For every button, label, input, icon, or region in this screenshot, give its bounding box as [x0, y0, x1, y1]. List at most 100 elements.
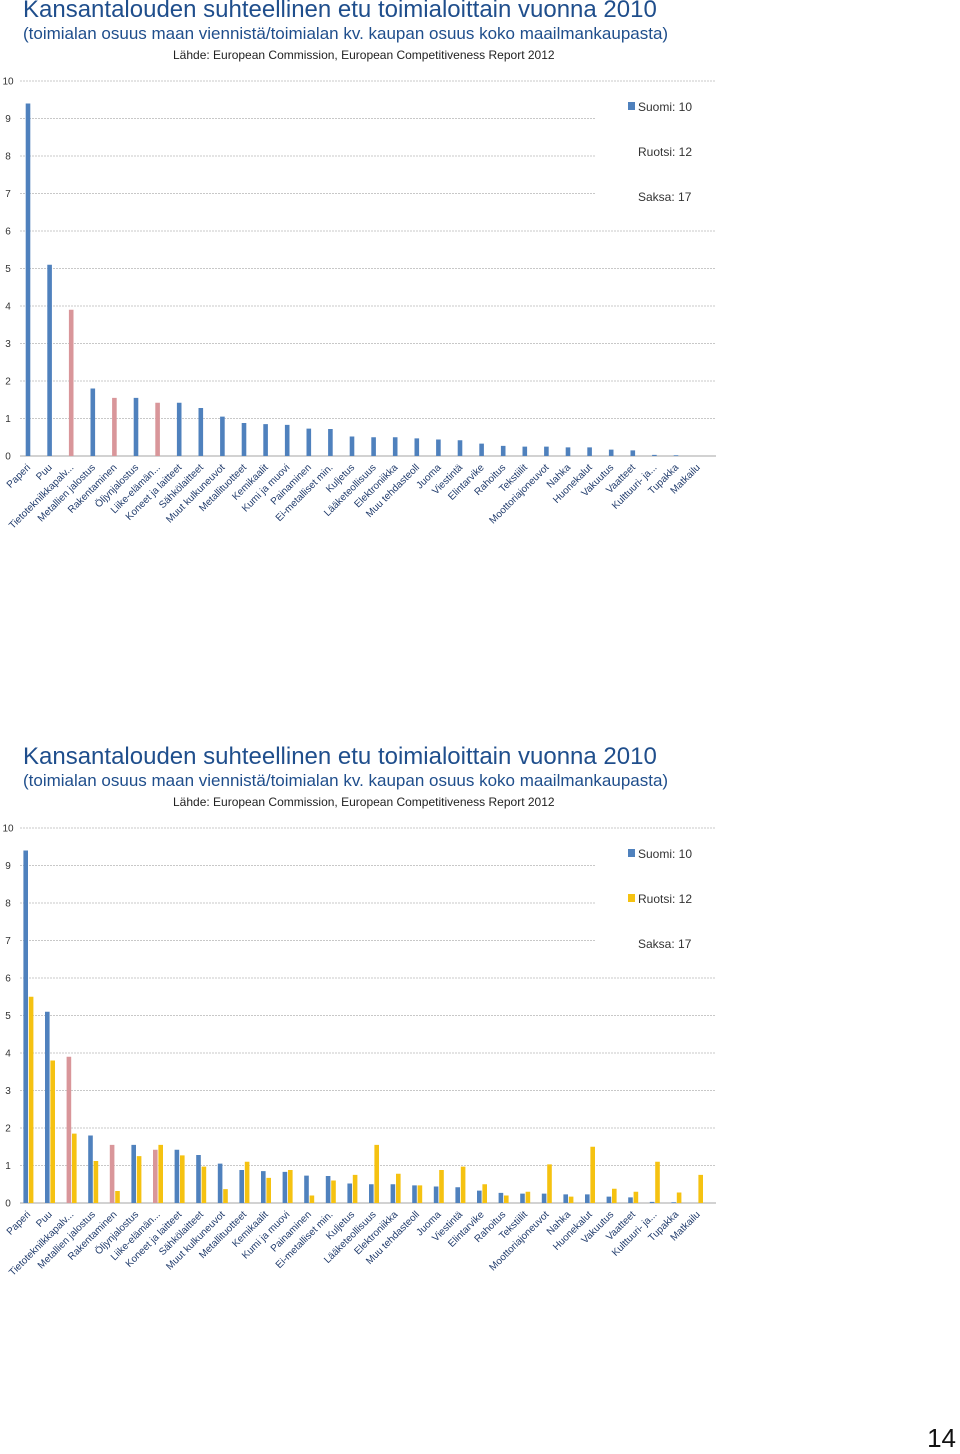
bar-ruotsi	[201, 1166, 207, 1203]
bar-suomi	[133, 397, 139, 456]
bar-suomi	[500, 445, 506, 456]
bar-ruotsi	[180, 1155, 185, 1203]
bar-suomi	[628, 1197, 633, 1203]
bar-suomi	[369, 1184, 374, 1203]
bar-ruotsi	[568, 1196, 574, 1203]
y-tick-label: 6	[5, 974, 11, 985]
legend-label: Saksa: 17	[638, 190, 692, 204]
bar-suomi	[412, 1185, 417, 1203]
bar-suomi	[282, 1171, 288, 1203]
bar-suomi	[585, 1194, 590, 1203]
bar-ruotsi	[223, 1189, 228, 1203]
bar-suomi	[90, 388, 96, 456]
legend-box	[596, 836, 716, 971]
bar-suomi	[261, 1171, 266, 1203]
y-tick-label: 8	[5, 899, 11, 910]
y-tick-label: 3	[5, 339, 11, 350]
bar-ruotsi	[460, 1166, 466, 1203]
bar-suomi	[349, 436, 355, 456]
bar-suomi	[325, 1176, 331, 1203]
bar-suomi	[652, 454, 657, 456]
bar-suomi	[109, 1144, 115, 1203]
chart-title: Kansantalouden suhteellinen etu toimialo…	[23, 0, 657, 23]
bar-suomi	[45, 1011, 50, 1203]
chart-panel-1: Kansantalouden suhteellinen etu toimialo…	[0, 0, 960, 560]
bar-ruotsi	[547, 1164, 552, 1203]
y-tick-label: 3	[5, 1086, 11, 1097]
bar-ruotsi	[525, 1191, 531, 1203]
bar-ruotsi	[698, 1174, 703, 1203]
bar-suomi	[174, 1149, 180, 1203]
y-tick-label: 0	[5, 452, 11, 463]
bar-suomi	[347, 1183, 352, 1203]
y-tick-label: 9	[5, 861, 11, 872]
bar-suomi	[520, 1193, 525, 1203]
bar-suomi	[220, 416, 225, 456]
bar-suomi	[284, 424, 290, 456]
bar-suomi	[587, 447, 592, 456]
bar-suomi	[414, 438, 420, 456]
bar-suomi	[455, 1187, 460, 1203]
y-tick-label: 10	[2, 77, 14, 88]
bar-suomi	[479, 443, 484, 456]
legend-label: Saksa: 17	[638, 937, 692, 951]
bar-suomi	[176, 402, 182, 456]
bar-suomi	[457, 440, 463, 456]
bar-suomi	[66, 1056, 72, 1203]
bar-ruotsi	[417, 1185, 423, 1203]
bar-ruotsi	[396, 1173, 401, 1203]
y-tick-label: 5	[5, 264, 11, 275]
bar-suomi	[390, 1184, 396, 1203]
bar-suomi	[522, 446, 528, 456]
bar-suomi	[608, 449, 614, 456]
bar-suomi	[630, 450, 636, 456]
bar-ruotsi	[28, 996, 34, 1203]
bar-suomi	[563, 1194, 568, 1203]
chart-source: Lähde: European Commission, European Com…	[173, 48, 555, 62]
bar-suomi	[392, 437, 398, 456]
bar-ruotsi	[482, 1184, 487, 1203]
bar-suomi	[23, 850, 28, 1203]
bar-ruotsi	[136, 1156, 142, 1203]
bar-suomi	[371, 437, 376, 456]
bar-suomi	[112, 397, 117, 456]
legend-label: Suomi: 10	[638, 100, 692, 114]
bar-ruotsi	[352, 1174, 358, 1203]
bar-suomi	[239, 1170, 244, 1203]
y-tick-label: 8	[5, 152, 11, 163]
bar-suomi	[649, 1201, 655, 1203]
bar-suomi	[155, 402, 160, 456]
y-tick-label: 6	[5, 227, 11, 238]
bar-suomi	[217, 1163, 223, 1203]
bar-suomi	[153, 1149, 158, 1203]
bar-suomi	[328, 429, 333, 456]
bar-suomi	[304, 1175, 309, 1203]
bar-ruotsi	[115, 1191, 120, 1203]
bar-suomi	[131, 1144, 136, 1203]
y-tick-label: 1	[5, 414, 11, 425]
category-label: Paperi	[5, 462, 33, 490]
bar-ruotsi	[50, 1060, 55, 1203]
bar-ruotsi	[288, 1170, 293, 1203]
y-tick-label: 2	[5, 377, 11, 388]
bar-ruotsi	[439, 1170, 444, 1203]
bar-ruotsi	[612, 1188, 617, 1203]
category-label: Paperi	[5, 1209, 33, 1237]
legend-swatch	[628, 102, 635, 110]
bar-ruotsi	[633, 1191, 639, 1203]
bar-suomi	[198, 408, 204, 456]
y-tick-label: 10	[2, 824, 14, 835]
bar-ruotsi	[244, 1161, 250, 1203]
bar-ruotsi	[309, 1195, 315, 1203]
bar-ruotsi	[93, 1161, 99, 1203]
bar-suomi	[196, 1155, 201, 1203]
bar-suomi	[241, 423, 247, 456]
y-tick-label: 5	[5, 1011, 11, 1022]
bar-suomi	[565, 447, 571, 456]
chart-source: Lähde: European Commission, European Com…	[173, 795, 555, 809]
bar-ruotsi	[655, 1161, 660, 1203]
y-tick-label: 2	[5, 1124, 11, 1135]
bar-suomi	[498, 1192, 504, 1203]
